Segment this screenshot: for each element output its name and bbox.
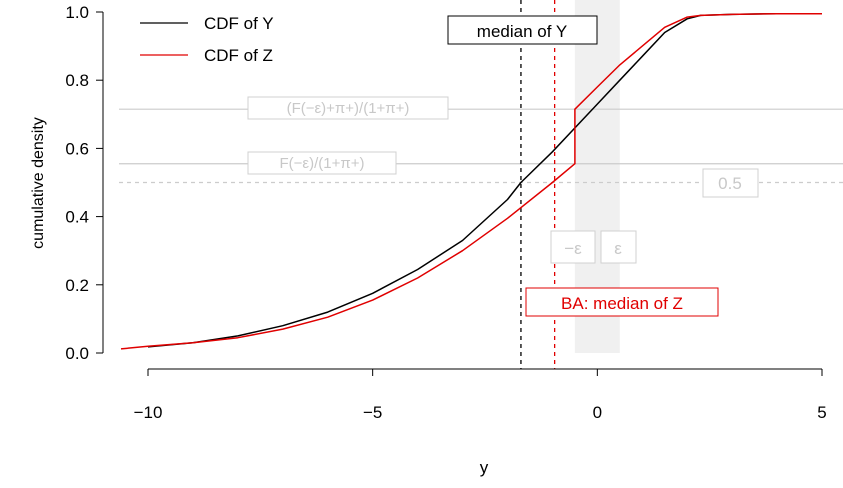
y-tick-label: 0.2 [65,276,89,295]
x-tick-label: −10 [134,403,163,422]
x-tick-label: 5 [817,403,826,422]
x-axis-label: y [480,458,489,477]
y-tick-label: 0.6 [65,139,89,158]
y-tick-label: 0.0 [65,344,89,363]
hline-label-upper: (F(−ε)+π+)/(1+π+) [247,96,449,120]
median-y-label: median of Y [447,15,598,45]
hline-label-lower: F(−ε)/(1+π+) [247,151,397,175]
x-tick-label: 0 [593,403,602,422]
y-axis-label: cumulative density [30,117,47,249]
y-tick-label: 1.0 [65,3,89,22]
svg-text:BA: median of Z: BA: median of Z [561,294,683,313]
minus-epsilon-label: −ε [550,230,596,264]
svg-text:median of Y: median of Y [477,22,567,41]
epsilon-label: ε [600,230,637,264]
cdf-z-line [120,12,822,350]
svg-text:ε: ε [614,239,622,258]
svg-text:(F(−ε)+π+)/(1+π+): (F(−ε)+π+)/(1+π+) [287,100,410,117]
svg-text:−ε: −ε [564,239,582,258]
legend-label-y: CDF of Y [204,14,274,33]
y-tick-label: 0.4 [65,208,89,227]
y-tick-label: 0.8 [65,71,89,90]
svg-text:F(−ε)/(1+π+): F(−ε)/(1+π+) [280,155,365,172]
x-tick-label: −5 [363,403,382,422]
legend-label-z: CDF of Z [204,46,273,65]
legend: CDF of Y CDF of Z [140,14,274,65]
median-z-label: BA: median of Z [525,287,719,317]
svg-text:0.5: 0.5 [718,174,742,193]
hline-label-half: 0.5 [702,168,759,198]
